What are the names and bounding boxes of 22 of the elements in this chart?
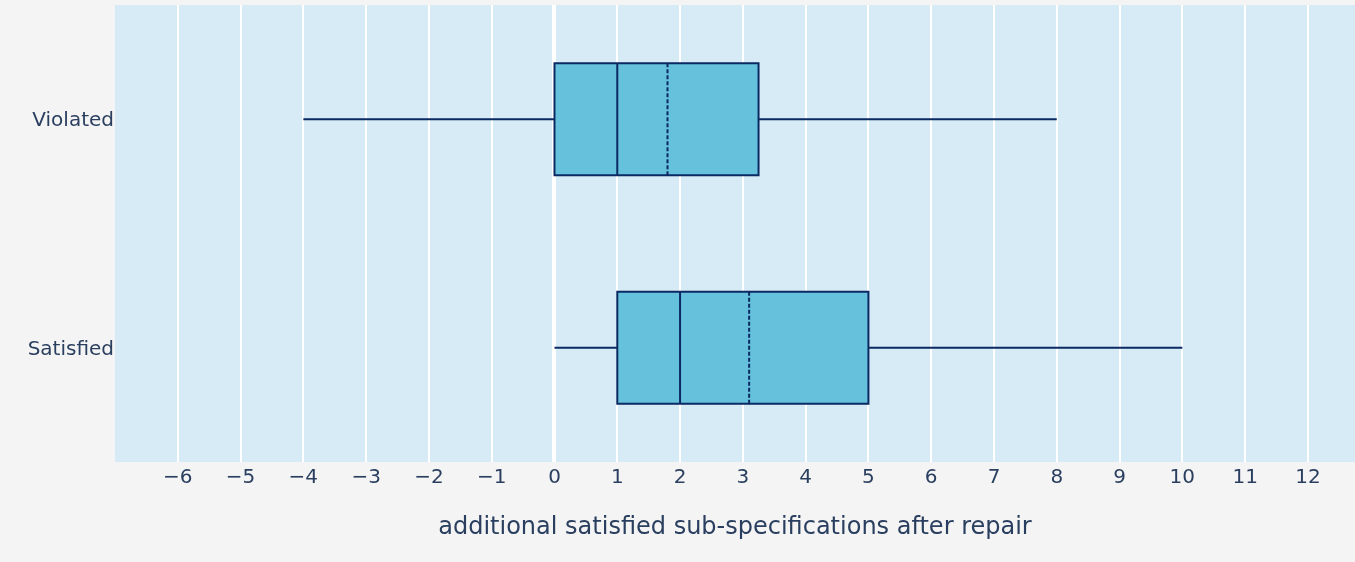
x-tick-label: 1 xyxy=(610,464,624,488)
x-tick-label: 8 xyxy=(1050,464,1064,488)
x-tick-label: −2 xyxy=(414,464,444,488)
x-tick-label: −3 xyxy=(351,464,381,488)
x-tick-label: 9 xyxy=(1113,464,1126,488)
x-axis-title: additional satisfied sub-specifications after repair xyxy=(438,512,1032,541)
x-tick-label: −5 xyxy=(225,464,256,488)
x-tick-label: 7 xyxy=(987,464,1001,488)
x-tick-label: −4 xyxy=(288,464,319,488)
x-tick-label: −1 xyxy=(476,464,507,488)
x-tick-label: 11 xyxy=(1232,464,1258,488)
x-tick-label: 2 xyxy=(673,464,687,488)
y-tick-label: Violated xyxy=(32,107,114,132)
x-tick-label: 12 xyxy=(1295,464,1321,488)
x-tick-label: 10 xyxy=(1169,464,1196,488)
x-tick-label: 4 xyxy=(799,464,812,488)
x-tick-label: 6 xyxy=(924,464,938,488)
x-tick-label: 3 xyxy=(736,464,750,488)
y-tick-label: Satisfied xyxy=(27,335,114,360)
x-tick-label: 0 xyxy=(548,464,561,488)
x-tick-label: 5 xyxy=(862,464,875,488)
x-tick-label: −6 xyxy=(163,464,193,488)
